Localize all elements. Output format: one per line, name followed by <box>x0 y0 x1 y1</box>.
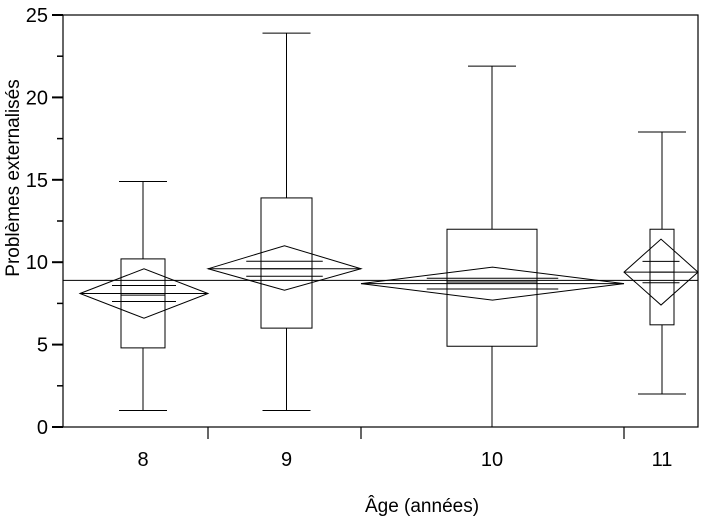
y-tick-label: 20 <box>26 87 48 109</box>
plot-area <box>62 14 699 428</box>
y-tick-label: 0 <box>37 417 48 439</box>
y-tick-label: 25 <box>26 5 48 27</box>
iqr-box <box>120 258 166 349</box>
x-tick-label: 9 <box>281 449 292 471</box>
mean-diamond <box>206 245 363 291</box>
y-axis: 0 5 10 15 20 25 <box>26 5 63 439</box>
box-group-10 <box>360 65 625 428</box>
box-group-11 <box>623 131 699 395</box>
iqr-box <box>649 228 675 326</box>
box-groups <box>78 32 699 428</box>
iqr-box <box>260 197 313 329</box>
iqr-box <box>446 228 538 347</box>
y-tick-label: 15 <box>26 170 48 192</box>
x-tick-label: 11 <box>652 449 673 471</box>
box-group-8 <box>78 180 210 412</box>
y-tick-label: 5 <box>37 335 48 357</box>
x-axis: 8 9 10 11 <box>137 427 672 471</box>
x-tick-label: 8 <box>137 449 148 471</box>
plot-frame-group <box>62 14 699 428</box>
y-tick-label: 10 <box>26 252 48 274</box>
x-axis-label: Âge (années) <box>365 495 479 517</box>
y-axis-label: Problèmes externalisés <box>3 79 24 276</box>
x-tick-label: 10 <box>481 449 503 471</box>
box-group-9 <box>206 32 363 412</box>
